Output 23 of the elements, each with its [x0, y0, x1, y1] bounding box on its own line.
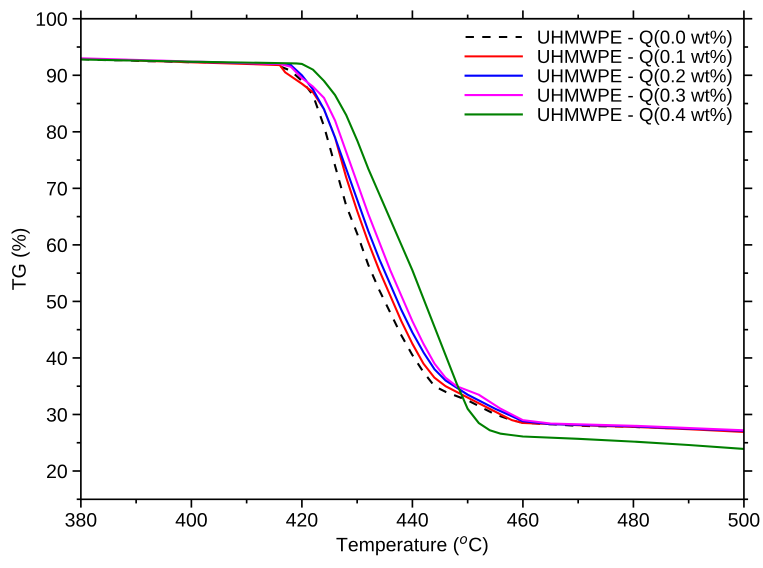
legend-label: UHMWPE - Q(0.4 wt%): [538, 107, 732, 125]
x-tick-label: 500: [728, 512, 760, 527]
legend-label: UHMWPE - Q(0.0 wt%): [538, 30, 732, 48]
y-tick-label: 90: [46, 68, 67, 83]
x-tick-label: 440: [396, 512, 428, 527]
x-axis-title: Temperature ($^{o}$C): [336, 536, 488, 556]
y-tick-label: 60: [47, 238, 67, 252]
x-tick-label: 460: [507, 512, 538, 527]
y-tick-label: 70: [47, 182, 67, 196]
y-tick-label: 50: [46, 294, 67, 309]
legend-label: UHMWPE - Q(0.2 wt%): [538, 68, 732, 86]
y-tick-label: 40: [46, 351, 67, 366]
y-tick-label: 30: [46, 408, 67, 422]
y-tick-label: 100: [36, 12, 67, 26]
x-tick-label: 480: [618, 512, 649, 527]
legend-label: UHMWPE - Q(0.1 wt%): [538, 49, 732, 67]
x-tick-label: 400: [176, 512, 207, 527]
x-tick-label: 380: [65, 512, 96, 527]
y-tick-label: 20: [47, 464, 67, 478]
legend-label: UHMWPE - Q(0.3 wt%): [538, 88, 732, 106]
y-axis-title: TG (%): [12, 228, 30, 290]
x-tick-label: 420: [286, 512, 318, 527]
y-tick-label: 80: [46, 125, 67, 140]
